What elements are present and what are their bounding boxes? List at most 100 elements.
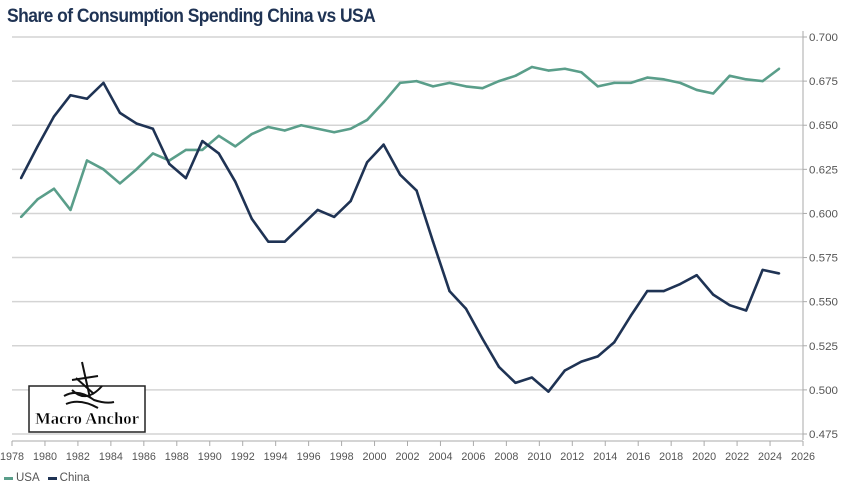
y-tick-label: 0.600 bbox=[809, 208, 838, 220]
data-point-china bbox=[464, 307, 468, 310]
series-line-usa bbox=[20, 65, 780, 218]
data-point-usa bbox=[415, 79, 418, 83]
x-tick-label: 1994 bbox=[264, 451, 288, 463]
data-point-china bbox=[777, 272, 781, 275]
data-point-usa bbox=[201, 148, 204, 152]
legend-item-usa: USA bbox=[4, 472, 40, 484]
x-tick-label: 1992 bbox=[231, 451, 255, 463]
data-point-china bbox=[52, 115, 56, 118]
x-tick-label: 2018 bbox=[659, 451, 683, 463]
x-tick-label: 2022 bbox=[725, 451, 749, 463]
x-tick-label: 1990 bbox=[198, 451, 222, 463]
data-point-china bbox=[547, 390, 550, 393]
data-point-china bbox=[613, 341, 616, 344]
data-point-china bbox=[201, 139, 204, 143]
data-point-usa bbox=[530, 65, 534, 69]
data-point-usa bbox=[300, 124, 303, 127]
x-tick-label: 2026 bbox=[791, 451, 815, 463]
data-point-china bbox=[283, 240, 286, 243]
data-point-usa bbox=[283, 129, 286, 132]
data-point-usa bbox=[19, 215, 23, 219]
data-point-usa bbox=[481, 86, 484, 90]
data-point-usa bbox=[118, 182, 122, 185]
data-point-china bbox=[19, 176, 23, 180]
data-point-usa bbox=[382, 101, 385, 104]
data-point-usa bbox=[102, 168, 105, 171]
data-point-china bbox=[679, 282, 682, 286]
data-point-china bbox=[695, 274, 698, 277]
data-point-usa bbox=[728, 74, 731, 78]
x-tick-label: 1978 bbox=[0, 451, 24, 463]
data-point-usa bbox=[497, 79, 501, 83]
data-point-usa bbox=[36, 198, 39, 201]
data-point-usa bbox=[217, 134, 221, 138]
data-point-china bbox=[250, 217, 253, 220]
data-point-usa bbox=[761, 79, 764, 83]
y-tick-label: 0.550 bbox=[809, 297, 838, 309]
data-point-china bbox=[332, 215, 336, 219]
data-point-china bbox=[118, 111, 122, 115]
data-point-usa bbox=[135, 168, 138, 171]
data-point-usa bbox=[514, 74, 517, 78]
data-point-china bbox=[135, 122, 138, 125]
x-tick-label: 2024 bbox=[758, 451, 782, 463]
data-point-usa bbox=[464, 85, 468, 88]
y-tick-label: 0.625 bbox=[809, 164, 838, 176]
legend-label-china: China bbox=[59, 472, 90, 484]
data-point-china bbox=[217, 152, 221, 155]
svg-text:Macro Anchor: Macro Anchor bbox=[35, 409, 139, 428]
data-point-china bbox=[662, 289, 665, 293]
data-point-china bbox=[415, 189, 418, 192]
data-point-usa bbox=[52, 187, 56, 190]
data-point-china bbox=[646, 289, 649, 293]
data-point-china bbox=[563, 369, 567, 372]
data-point-china bbox=[580, 360, 583, 363]
data-point-usa bbox=[629, 81, 632, 85]
x-tick-label: 2012 bbox=[560, 451, 584, 463]
x-tick-label: 1984 bbox=[99, 451, 123, 463]
data-point-china bbox=[382, 143, 385, 146]
data-point-usa bbox=[184, 148, 188, 152]
data-point-china bbox=[448, 289, 451, 293]
legend-label-usa: USA bbox=[16, 472, 40, 484]
x-tick-label: 2002 bbox=[396, 451, 420, 463]
data-point-china bbox=[85, 97, 89, 100]
x-tick-label: 2010 bbox=[527, 451, 551, 463]
data-point-china bbox=[497, 365, 501, 369]
x-tick-label: 2000 bbox=[363, 451, 387, 463]
data-point-usa bbox=[580, 71, 583, 74]
data-point-usa bbox=[151, 152, 155, 155]
data-point-usa bbox=[547, 69, 550, 72]
data-point-china bbox=[514, 381, 517, 385]
data-point-china bbox=[431, 240, 435, 243]
data-point-china bbox=[69, 94, 72, 97]
data-point-china bbox=[761, 268, 764, 272]
china-swatch bbox=[47, 476, 57, 480]
data-point-china bbox=[267, 240, 270, 243]
data-point-usa bbox=[234, 145, 237, 148]
x-tick-label: 2020 bbox=[692, 451, 716, 463]
data-point-china bbox=[728, 303, 731, 307]
data-point-china bbox=[349, 199, 352, 203]
data-point-china bbox=[184, 176, 188, 180]
data-point-usa bbox=[679, 81, 682, 85]
data-point-china bbox=[316, 208, 319, 212]
data-point-usa bbox=[695, 88, 698, 92]
x-tick-label: 2006 bbox=[461, 451, 485, 463]
data-point-usa bbox=[85, 159, 89, 162]
y-tick-label: 0.700 bbox=[809, 32, 838, 44]
data-point-china bbox=[300, 224, 303, 227]
data-point-china bbox=[596, 355, 600, 358]
data-point-china bbox=[744, 309, 748, 312]
x-tick-label: 1988 bbox=[165, 451, 189, 463]
data-point-china bbox=[629, 314, 632, 317]
data-point-china bbox=[711, 293, 715, 296]
data-point-china bbox=[168, 162, 171, 166]
y-tick-label: 0.525 bbox=[809, 341, 838, 353]
y-tick-label: 0.675 bbox=[809, 76, 838, 88]
x-tick-label: 1986 bbox=[132, 451, 156, 463]
macro-anchor-logo: Macro Anchor bbox=[28, 358, 146, 434]
data-point-usa bbox=[596, 85, 600, 88]
data-point-china bbox=[234, 180, 237, 183]
data-point-usa bbox=[744, 78, 748, 81]
